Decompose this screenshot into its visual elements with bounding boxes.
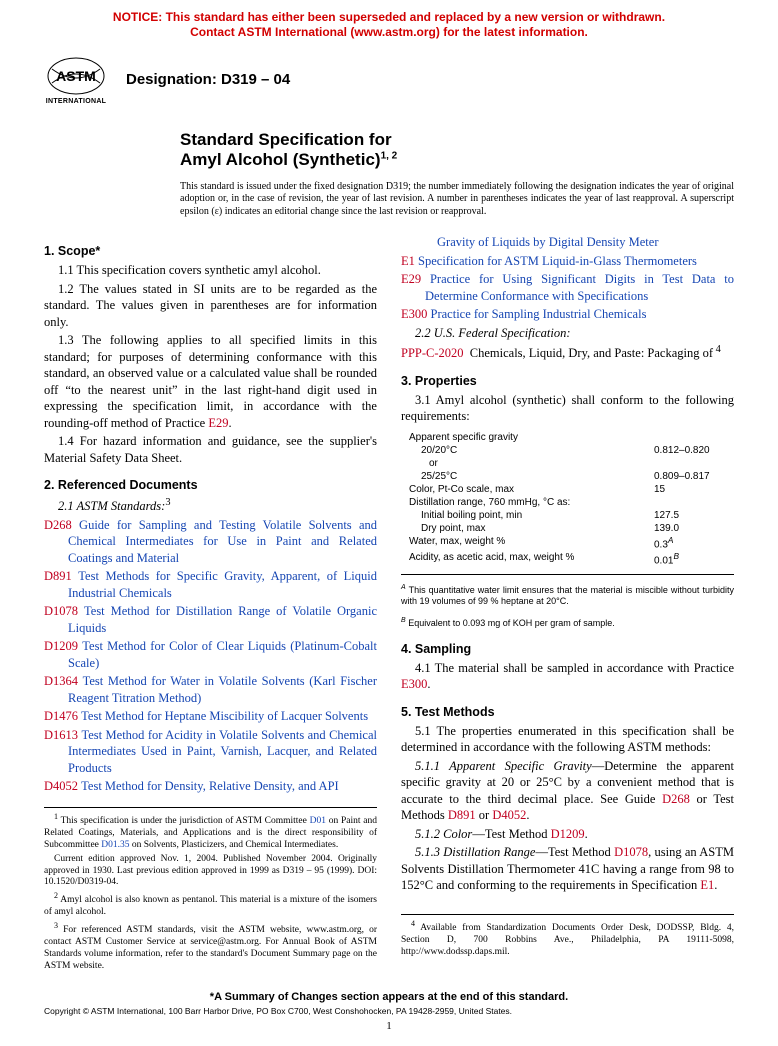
fedspec-item: PPP-C-2020 Chemicals, Liquid, Dry, and P… [401,343,734,362]
ref-item[interactable]: E29 Practice for Using Significant Digit… [401,271,734,304]
table-rule [401,574,734,575]
logo-label: INTERNATIONAL [46,98,107,105]
link-e29[interactable]: E29 [208,416,228,430]
designation: Designation: D319 – 04 [126,71,290,88]
link-d1209[interactable]: D1209 [551,827,585,841]
title-sup: 1, 2 [381,151,398,162]
astm-logo: ASTM INTERNATIONAL [44,50,108,108]
ref-item[interactable]: D1364 Test Method for Water in Volatile … [44,673,377,706]
properties-heading: 3. Properties [401,374,734,388]
header-row: ASTM INTERNATIONAL Designation: D319 – 0… [44,50,734,108]
ref-item[interactable]: E300 Practice for Sampling Industrial Ch… [401,306,734,323]
sampling-para: 4.1 The material shall be sampled in acc… [401,660,734,693]
ref-item[interactable]: D1476 Test Method for Heptane Miscibilit… [44,708,377,725]
scope-1-1: 1.1 This specification covers synthetic … [44,262,377,279]
tm-5-1-1: 5.1.1 Apparent Specific Gravity—Determin… [401,758,734,824]
table-note-a: A This quantitative water limit ensures … [401,583,734,608]
scope-1-4: 1.4 For hazard information and guidance,… [44,433,377,466]
link-d268[interactable]: D268 [662,792,690,806]
ref-item[interactable]: D268 Guide for Sampling and Testing Vola… [44,517,377,567]
page-number: 1 [44,1020,734,1032]
issue-note: This standard is issued under the fixed … [180,181,734,219]
tm-5-1-3: 5.1.3 Distillation Range—Test Method D10… [401,844,734,894]
title-line1: Standard Specification for [180,130,392,149]
summary-footer: *A Summary of Changes section appears at… [44,991,734,1003]
spec-row: 20/20°C0.812–0.820 [409,444,734,457]
footnote: 2 Amyl alcohol is also known as pentanol… [44,891,377,919]
footnote-rule-right [401,914,734,915]
document-page: NOTICE: This standard has either been su… [0,0,778,1046]
footnote-rule [44,807,377,808]
tm-5-1: 5.1 The properties enumerated in this sp… [401,723,734,756]
title-block: Standard Specification for Amyl Alcohol … [180,130,734,218]
copyright: Copyright © ASTM International, 100 Barr… [44,1006,734,1016]
ref-item[interactable]: D1613 Test Method for Acidity in Volatil… [44,727,377,777]
spec-row: or [409,457,734,470]
spec-row: Distillation range, 760 mmHg, °C as: [409,496,734,509]
ref-item[interactable]: D1078 Test Method for Distillation Range… [44,603,377,636]
ref-d4052-cont: Gravity of Liquids by Digital Density Me… [401,234,734,251]
refdocs-sub: 2.1 ASTM Standards:3 [44,496,377,515]
link-d891[interactable]: D891 [448,808,476,822]
ref-continuation: Gravity of Liquids by Digital Density Me… [401,234,734,323]
footnote-4: 4 Available from Standardization Documen… [401,919,734,959]
footnote: 3 For referenced ASTM standards, visit t… [44,921,377,973]
notice-line1: NOTICE: This standard has either been su… [113,10,665,24]
link-d1078[interactable]: D1078 [614,845,648,859]
spec-row: Color, Pt-Co scale, max15 [409,483,734,496]
ref-item[interactable]: E1 Specification for ASTM Liquid-in-Glas… [401,253,734,270]
left-column: 1. Scope* 1.1 This specification covers … [44,232,377,975]
fedspec-head: 2.2 U.S. Federal Specification: [401,325,734,342]
properties-intro: 3.1 Amyl alcohol (synthetic) shall confo… [401,392,734,425]
doc-title: Standard Specification for Amyl Alcohol … [180,130,734,171]
notice-banner: NOTICE: This standard has either been su… [44,10,734,40]
footnotes-left: 1 This specification is under the jurisd… [44,812,377,973]
sampling-heading: 4. Sampling [401,642,734,656]
notice-line2: Contact ASTM International (www.astm.org… [190,25,588,39]
scope-1-2: 1.2 The values stated in SI units are to… [44,281,377,331]
right-column: Gravity of Liquids by Digital Density Me… [401,232,734,975]
tm-5-1-2: 5.1.2 Color—Test Method D1209. [401,826,734,843]
refdocs-heading: 2. Referenced Documents [44,478,377,492]
spec-row: Apparent specific gravity [409,431,734,444]
link-ppp[interactable]: PPP-C-2020 [401,346,464,360]
scope-heading: 1. Scope* [44,244,377,258]
footnote: 1 This specification is under the jurisd… [44,812,377,852]
footnote: Current edition approved Nov. 1, 2004. P… [44,854,377,890]
properties-table: Apparent specific gravity20/20°C0.812–0.… [409,431,734,568]
title-line2: Amyl Alcohol (Synthetic) [180,150,381,169]
spec-row: 25/25°C0.809–0.817 [409,470,734,483]
spec-row: Water, max, weight %0.3A [409,535,734,551]
body-columns: 1. Scope* 1.1 This specification covers … [44,232,734,975]
ref-list: D268 Guide for Sampling and Testing Vola… [44,517,377,795]
link-d4052[interactable]: D4052 [492,808,526,822]
spec-row: Acidity, as acetic acid, max, weight %0.… [409,551,734,567]
ref-item[interactable]: D891 Test Methods for Specific Gravity, … [44,568,377,601]
svg-text:ASTM: ASTM [56,68,96,84]
spec-row: Dry point, max139.0 [409,522,734,535]
link-e1[interactable]: E1 [700,878,714,892]
scope-1-3: 1.3 The following applies to all specifi… [44,332,377,431]
ref-item[interactable]: D4052 Test Method for Density, Relative … [44,778,377,795]
link-e300[interactable]: E300 [401,677,427,691]
testmethods-heading: 5. Test Methods [401,705,734,719]
spec-row: Initial boiling point, min127.5 [409,509,734,522]
ref-item[interactable]: D1209 Test Method for Color of Clear Liq… [44,638,377,671]
table-note-b: B Equivalent to 0.093 mg of KOH per gram… [401,616,734,630]
